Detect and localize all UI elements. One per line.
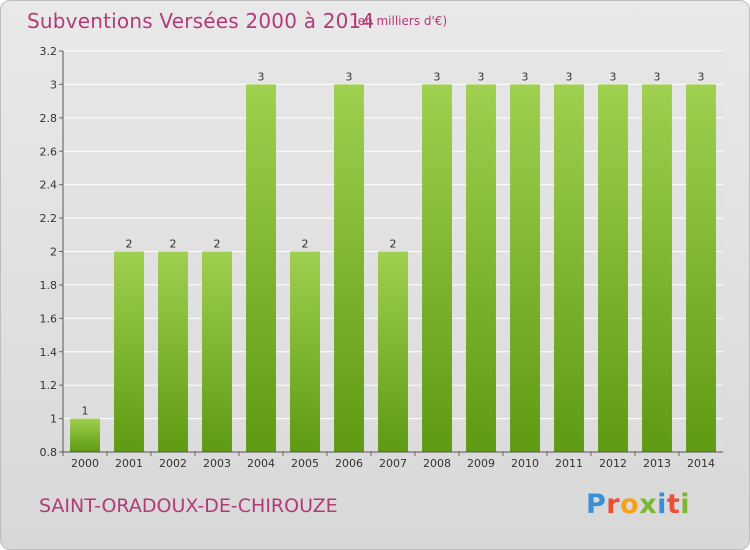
x-tick-label-2006: 2006 xyxy=(335,457,363,470)
logo-letter: r xyxy=(606,489,621,520)
data-label-2010: 3 xyxy=(522,70,529,83)
y-tick-label: 0.8 xyxy=(40,446,58,459)
y-tick-label: 1 xyxy=(50,413,57,426)
chart-title: Subventions Versées 2000 à 2014 xyxy=(27,9,375,33)
x-tick-label-2005: 2005 xyxy=(291,457,319,470)
logo-letter: P xyxy=(586,489,607,520)
bar-2012 xyxy=(598,84,628,453)
y-tick-label: 2.8 xyxy=(40,112,58,125)
data-labels: 1 2 2 2 3 2 3 2 3 3 3 3 3 3 3 xyxy=(82,70,705,417)
data-label-2007: 2 xyxy=(390,238,397,251)
data-label-2014: 3 xyxy=(698,70,705,83)
bar-2009 xyxy=(466,84,496,453)
x-tick-label-2008: 2008 xyxy=(423,457,451,470)
y-tick-label: 1.4 xyxy=(40,346,58,359)
x-tick-label-2011: 2011 xyxy=(555,457,583,470)
y-tick-label: 2.2 xyxy=(40,212,58,225)
x-tick-label-2003: 2003 xyxy=(203,457,231,470)
bar-2010 xyxy=(510,84,540,453)
x-tick-label-2014: 2014 xyxy=(687,457,715,470)
bar-2004 xyxy=(246,84,276,453)
data-label-2003: 2 xyxy=(214,238,221,251)
y-tick-label: 3 xyxy=(50,78,57,91)
x-tick-label-2012: 2012 xyxy=(599,457,627,470)
data-label-2000: 1 xyxy=(82,405,89,418)
y-tick-label: 3.2 xyxy=(40,45,58,58)
bar-2006 xyxy=(334,84,364,453)
y-tick-label: 1.8 xyxy=(40,279,58,292)
logo-letter: i xyxy=(657,489,667,520)
y-tick-label: 1.6 xyxy=(40,312,58,325)
bar-2003 xyxy=(202,251,232,452)
axes: 0.8 1 1.2 1.4 1.6 1.8 2 2.2 2.4 2.6 2.8 3 3.2 2000 200… xyxy=(40,45,723,470)
x-tick-label-2002: 2002 xyxy=(159,457,187,470)
x-tick-label-2004: 2004 xyxy=(247,457,275,470)
bar-2008 xyxy=(422,84,452,453)
chart-unit-subtitle: (en milliers d'€) xyxy=(353,14,448,28)
bar-2011 xyxy=(554,84,584,453)
x-tick-label-2001: 2001 xyxy=(115,457,143,470)
data-label-2005: 2 xyxy=(302,238,309,251)
data-label-2009: 3 xyxy=(478,70,485,83)
commune-name: SAINT-ORADOUX-DE-CHIROUZE xyxy=(39,495,338,517)
y-tick-label: 1.2 xyxy=(40,379,58,392)
data-label-2008: 3 xyxy=(434,70,441,83)
x-tick-label-2000: 2000 xyxy=(71,457,99,470)
y-tick-label: 2 xyxy=(50,246,57,259)
data-label-2012: 3 xyxy=(610,70,617,83)
logo-letter: o xyxy=(620,489,640,520)
logo-letter: t xyxy=(666,489,681,520)
y-tick-label: 2.6 xyxy=(40,145,58,158)
logo-letter: x xyxy=(639,489,658,520)
data-label-2004: 3 xyxy=(258,70,265,83)
data-label-2001: 2 xyxy=(126,238,133,251)
x-tick-label-2010: 2010 xyxy=(511,457,539,470)
bar-2007 xyxy=(378,251,408,452)
bar-2013 xyxy=(642,84,672,453)
x-tick-label-2013: 2013 xyxy=(643,457,671,470)
bar-2001 xyxy=(114,251,144,452)
bar-2000 xyxy=(70,418,100,452)
data-label-2006: 3 xyxy=(346,70,353,83)
proxiti-logo: Proxiti xyxy=(586,489,690,520)
data-label-2002: 2 xyxy=(170,238,177,251)
data-label-2011: 3 xyxy=(566,70,573,83)
x-tick-label-2007: 2007 xyxy=(379,457,407,470)
logo-letter: i xyxy=(680,489,691,520)
x-tick-label-2009: 2009 xyxy=(467,457,495,470)
bar-2005 xyxy=(290,251,320,452)
bars xyxy=(70,84,716,453)
y-tick-label: 2.4 xyxy=(40,179,58,192)
bar-2002 xyxy=(158,251,188,452)
data-label-2013: 3 xyxy=(654,70,661,83)
bar-2014 xyxy=(686,84,716,453)
